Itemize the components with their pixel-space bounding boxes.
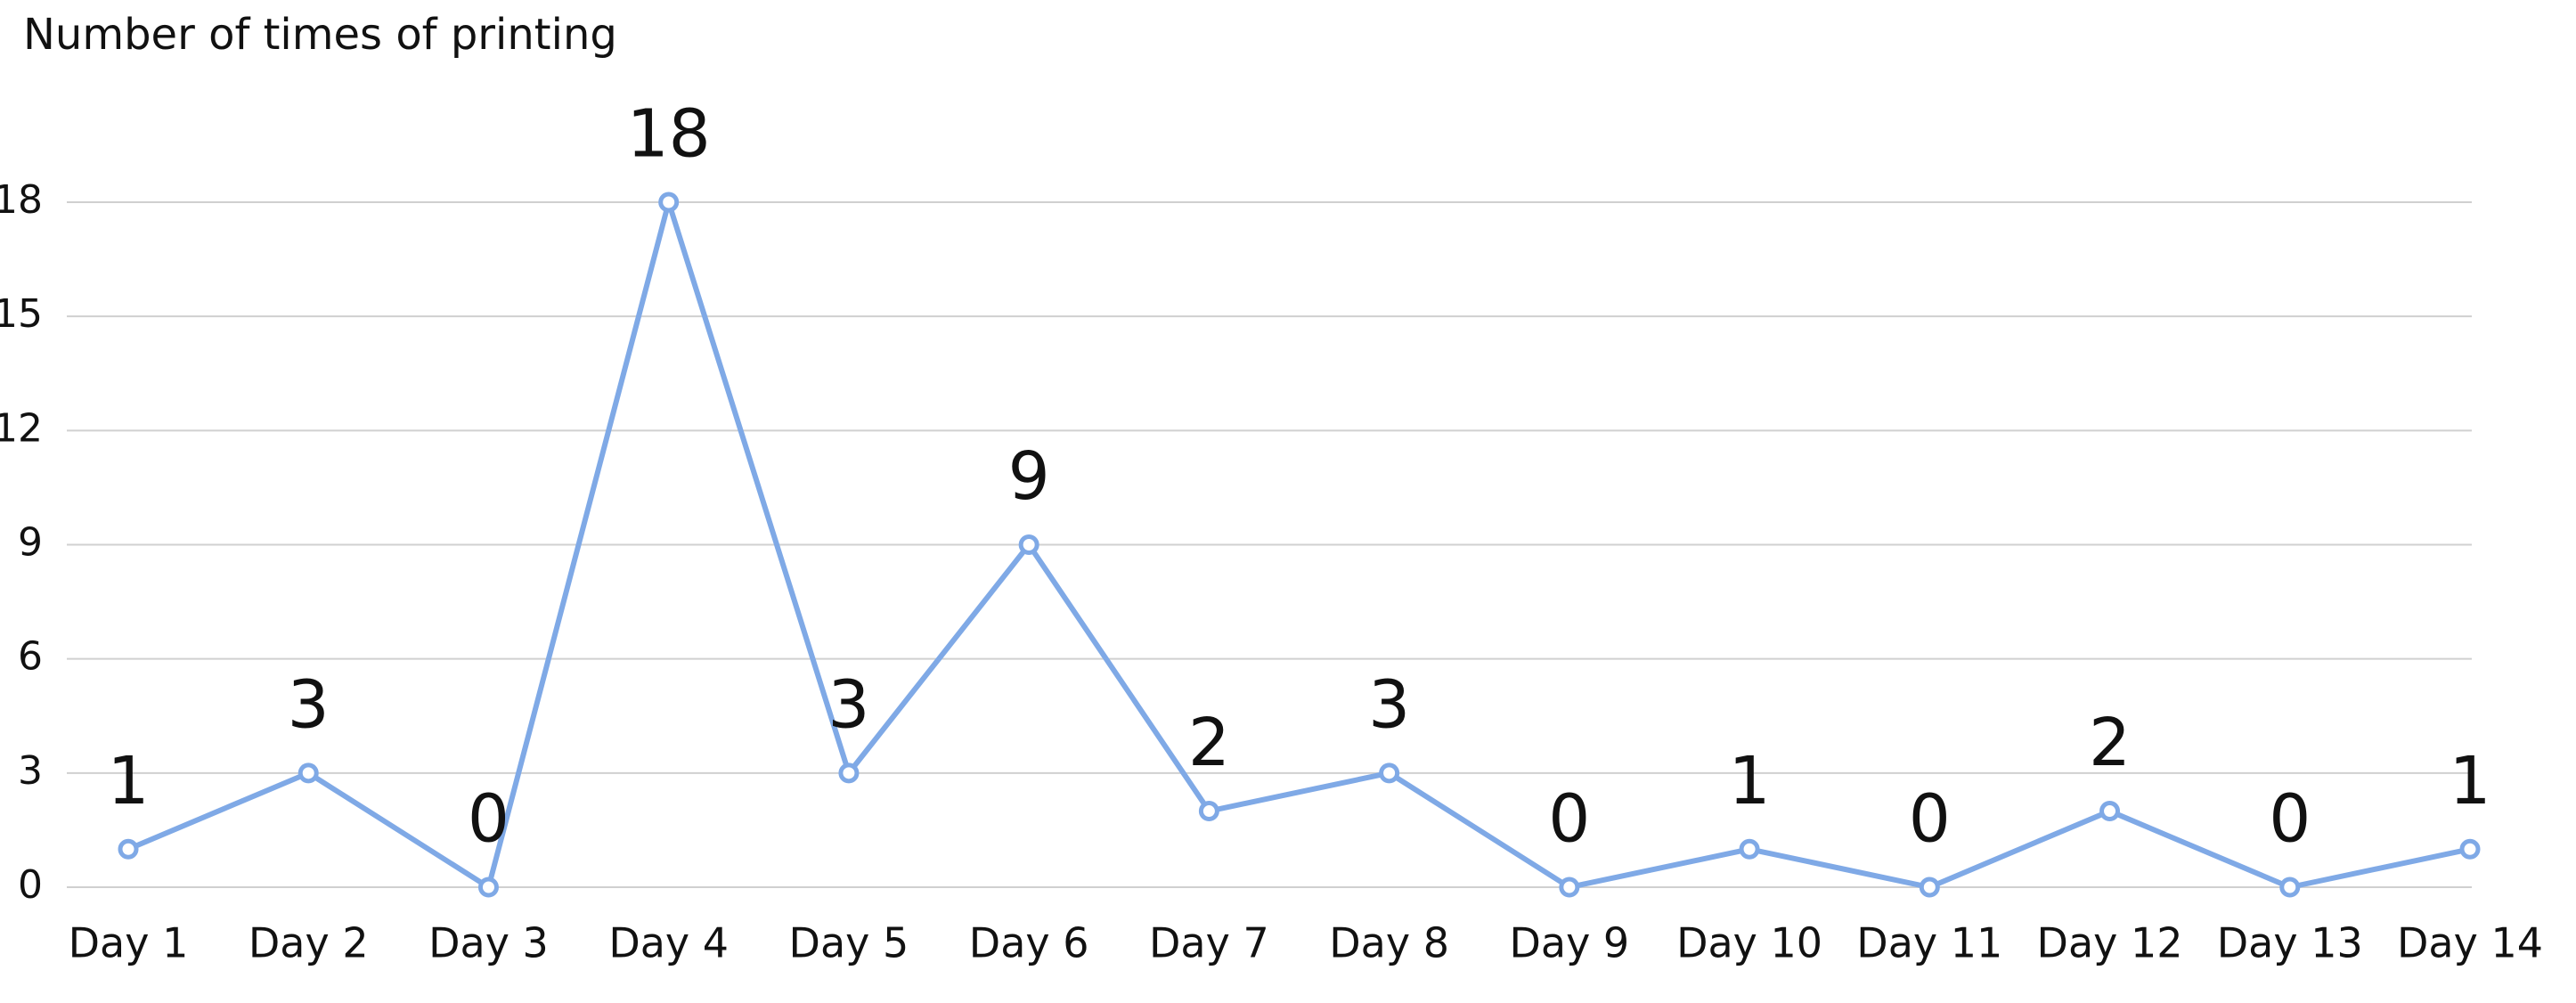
chart-title: Number of times of printing	[23, 10, 617, 60]
data-label: 3	[827, 666, 869, 743]
data-label: 0	[2269, 781, 2311, 858]
data-point	[658, 192, 680, 213]
x-tick-label: Day 14	[2397, 919, 2543, 967]
y-tick-label: 18	[0, 177, 43, 223]
x-tick-label: Day 13	[2217, 919, 2363, 967]
data-point	[2099, 801, 2121, 822]
x-tick-label: Day 7	[1149, 919, 1269, 967]
x-tick-label: Day 3	[428, 919, 549, 967]
data-label: 18	[627, 96, 711, 173]
x-tick-label: Day 6	[969, 919, 1089, 967]
data-point	[1018, 534, 1039, 555]
data-point	[838, 762, 860, 784]
data-label: 1	[107, 743, 149, 820]
y-tick-label: 9	[18, 520, 43, 566]
data-point	[298, 762, 319, 784]
y-tick-label: 15	[0, 291, 43, 337]
data-point	[2459, 838, 2481, 860]
x-tick-label: Day 5	[789, 919, 909, 967]
data-label: 3	[288, 666, 330, 743]
x-tick-label: Day 4	[608, 919, 729, 967]
data-label: 0	[1548, 781, 1590, 858]
data-point	[1739, 838, 1760, 860]
x-tick-label: Day 2	[249, 919, 369, 967]
y-tick-label: 6	[18, 634, 43, 680]
y-tick-label: 3	[18, 748, 43, 794]
data-point	[1379, 762, 1400, 784]
x-tick-label: Day 8	[1329, 919, 1449, 967]
data-label: 0	[1909, 781, 1951, 858]
x-tick-label: Day 1	[69, 919, 189, 967]
y-tick-label: 12	[0, 405, 43, 451]
data-line	[126, 200, 2471, 890]
y-tick-label: 0	[18, 862, 43, 908]
data-label: 3	[1368, 666, 1410, 743]
data-label: 2	[1188, 705, 1230, 781]
data-point	[2279, 877, 2301, 898]
data-label: 2	[2089, 705, 2131, 781]
x-tick-label: Day 10	[1676, 919, 1822, 967]
data-point	[1198, 801, 1219, 822]
data-point	[1919, 877, 1940, 898]
data-point	[118, 838, 139, 860]
x-tick-label: Day 12	[2037, 919, 2183, 967]
data-label: 9	[1008, 438, 1050, 515]
data-label: 1	[1729, 743, 1771, 820]
data-point	[477, 877, 499, 898]
x-tick-label: Day 9	[1509, 919, 1629, 967]
data-label: 0	[468, 781, 509, 858]
data-point	[1559, 877, 1580, 898]
x-tick-label: Day 11	[1856, 919, 2002, 967]
data-label: 1	[2449, 743, 2490, 820]
